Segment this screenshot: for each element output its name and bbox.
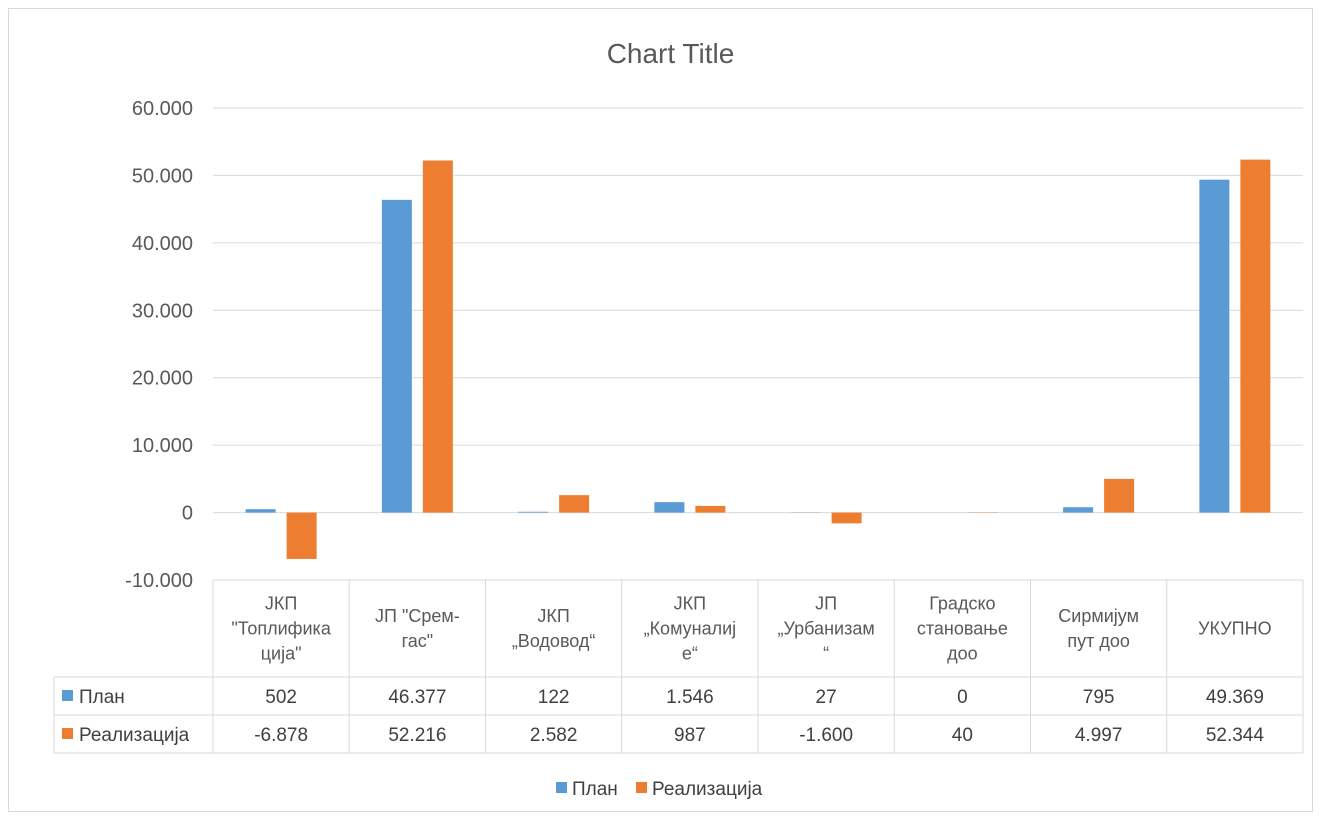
- row-label: План: [79, 687, 125, 708]
- bar-realizacija: [559, 495, 590, 513]
- data-label: 987: [674, 725, 706, 746]
- data-label: 27: [816, 687, 837, 708]
- legend-key: [556, 782, 567, 793]
- y-tick-label: 50.000: [132, 165, 193, 187]
- y-tick-label: 0: [182, 503, 193, 525]
- data-label: 46.377: [388, 687, 446, 708]
- category-label: „Урбанизам: [778, 619, 875, 639]
- category-label: ЈП "Срем-: [375, 606, 460, 626]
- category-label: Сирмијум: [1058, 606, 1139, 626]
- y-tick-label: 40.000: [132, 233, 193, 255]
- row-legend-key: [62, 728, 73, 739]
- bar-realizacija: [1104, 478, 1135, 513]
- data-label: 122: [538, 687, 570, 708]
- row-label: Реализација: [79, 725, 190, 746]
- y-tick-label: 20.000: [132, 368, 193, 390]
- bar-plan: [245, 509, 276, 513]
- category-label: „Водовод“: [512, 631, 596, 651]
- row-legend-key: [62, 690, 73, 701]
- legend-label: Реализација: [652, 779, 763, 800]
- bar-realizacija: [695, 505, 726, 513]
- category-label: доо: [947, 644, 978, 664]
- data-label: 795: [1083, 687, 1115, 708]
- y-tick-label: 60.000: [132, 98, 193, 120]
- category-label: ЈП: [815, 594, 837, 614]
- chart-title: Chart Title: [606, 38, 735, 69]
- category-label: УКУПНО: [1198, 619, 1272, 639]
- bar-plan: [1063, 507, 1094, 513]
- data-label: 0: [957, 687, 968, 708]
- data-label: 52.344: [1206, 725, 1265, 746]
- data-label: -1.600: [799, 725, 853, 746]
- legend-key: [636, 782, 647, 793]
- category-label: Градско: [929, 594, 995, 614]
- bar-realizacija: [286, 512, 317, 559]
- gridlines: [213, 107, 1303, 514]
- bar-realizacija: [1240, 159, 1271, 513]
- category-label: ЈКП: [265, 594, 297, 614]
- bar-plan: [518, 511, 549, 513]
- bar-realizacija: [831, 512, 862, 524]
- data-label: 40: [952, 725, 973, 746]
- data-label: 49.369: [1206, 687, 1264, 708]
- category-label: „Комуналиј: [644, 619, 737, 639]
- category-label: гас": [402, 631, 434, 651]
- data-label: 2.582: [530, 725, 578, 746]
- data-label: 52.216: [388, 725, 446, 746]
- data-table: ЈКП "Топлифика ција" ЈП "Срем-гас" ЈКП „Водов…: [53, 579, 1304, 754]
- category-label: ЈКП: [537, 606, 569, 626]
- y-tick-label: 30.000: [132, 300, 193, 322]
- chart-frame: [8, 8, 1313, 812]
- data-label: -6.878: [254, 725, 308, 746]
- data-label: 4.997: [1075, 725, 1123, 746]
- category-label: пут доо: [1067, 631, 1130, 651]
- y-axis-ticks: 60.000 50.000 40.000 30.000 20.000 10.000 0 -10…: [125, 98, 193, 592]
- data-label: 502: [265, 687, 297, 708]
- bar-plan: [1199, 179, 1230, 513]
- legend-label: План: [572, 779, 618, 800]
- bar-plan: [381, 199, 412, 513]
- bars: [245, 159, 1271, 559]
- category-label: е“: [682, 644, 698, 664]
- y-tick-label: -10.000: [125, 570, 193, 592]
- bar-plan: [654, 502, 685, 513]
- category-label: ЈКП: [674, 594, 706, 614]
- category-label: ција": [261, 644, 302, 664]
- category-label: становање: [917, 619, 1008, 639]
- data-label: 1.546: [666, 687, 714, 708]
- bar-realizacija: [422, 160, 453, 513]
- legend: План Реализација: [556, 779, 763, 800]
- category-label: “: [823, 644, 829, 664]
- category-label: "Топлифика: [231, 619, 331, 639]
- y-tick-label: 10.000: [132, 435, 193, 457]
